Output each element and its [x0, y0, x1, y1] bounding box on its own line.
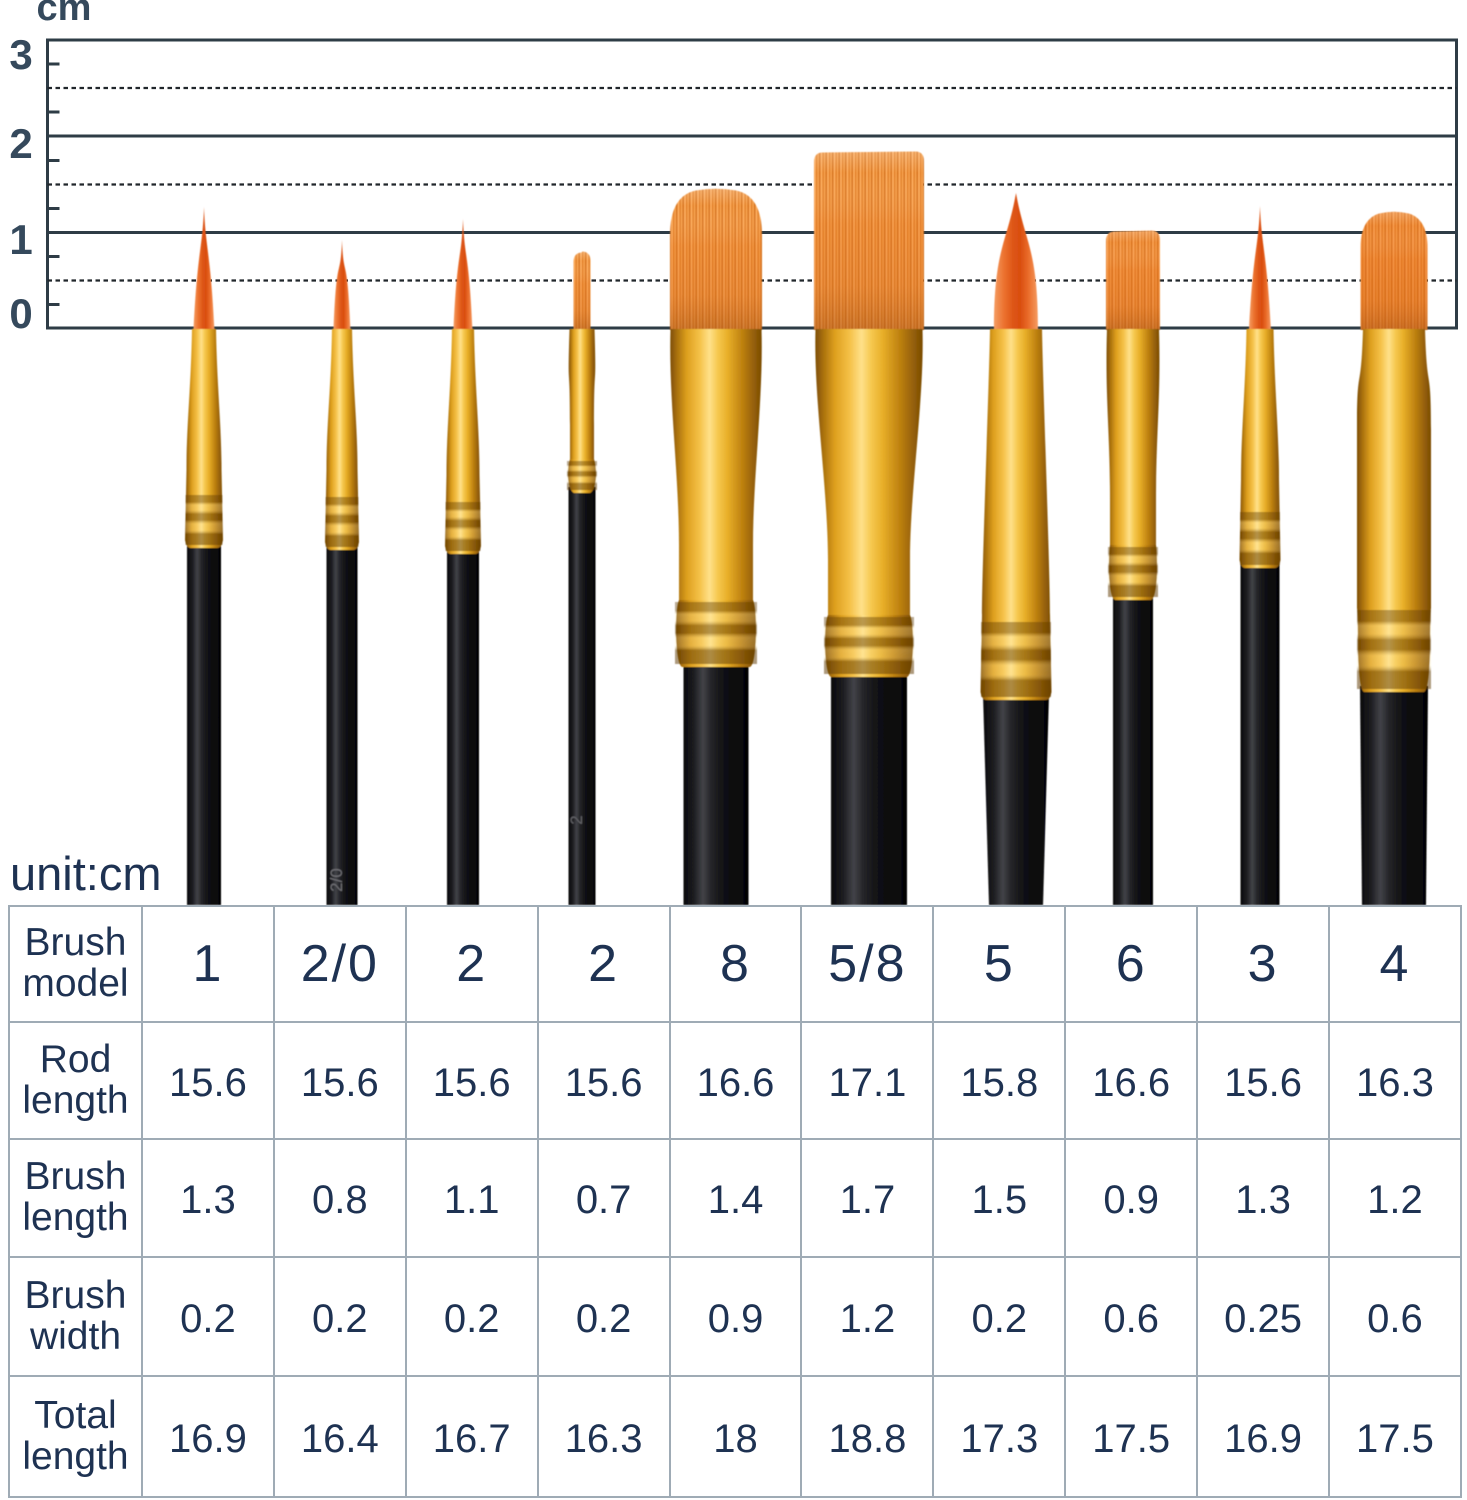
svg-text:cm: cm [37, 0, 92, 29]
svg-text:2: 2 [567, 815, 586, 824]
svg-text:2/0: 2/0 [327, 868, 346, 892]
svg-text:1: 1 [9, 216, 32, 263]
svg-text:3: 3 [9, 31, 32, 78]
svg-text:2: 2 [9, 120, 32, 167]
svg-text:0: 0 [9, 290, 32, 337]
